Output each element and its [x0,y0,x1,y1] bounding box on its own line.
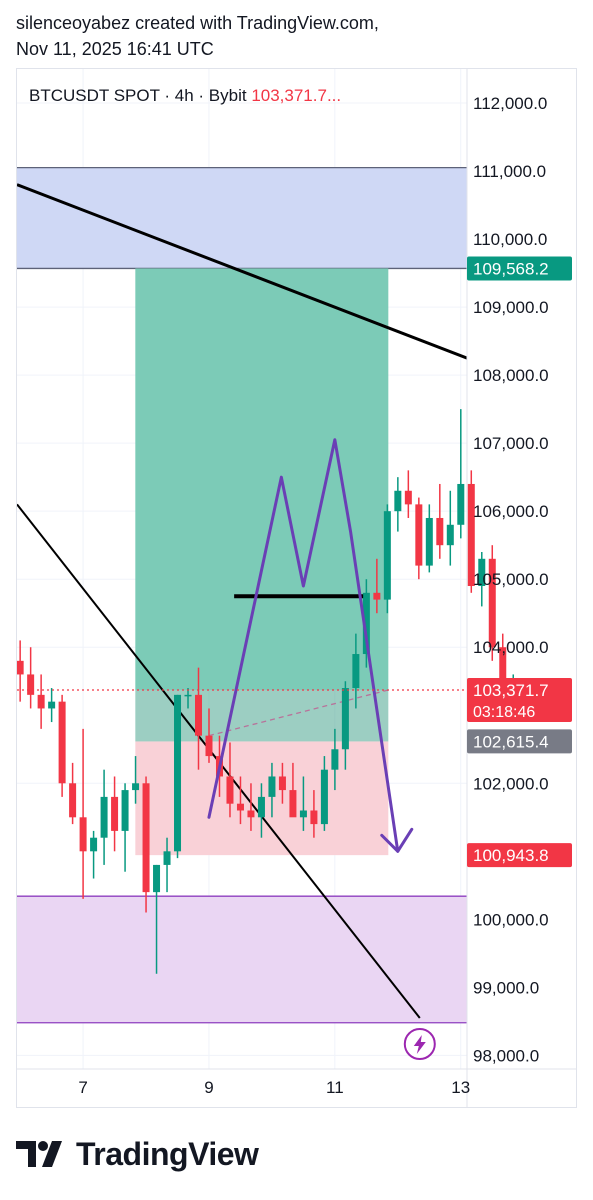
candle-body [153,864,161,893]
y-tick-label: 105,000.0 [473,570,549,589]
candle-body [394,490,402,512]
legend-text: BTCUSDT SPOT · 4h · Bybit 103,371.7... [29,86,341,105]
candle-body [132,783,140,791]
candle-body [142,783,150,893]
y-tick-label: 110,000.0 [473,230,547,249]
candle-body [383,511,391,600]
price-tag-label: 102,615.4 [473,732,549,751]
price-tag [467,677,572,722]
head-shoulders-pattern-path [207,438,400,853]
candle-body [299,810,307,818]
candle-body [352,654,360,689]
x-tick-label: 13 [451,1078,470,1097]
y-tick-label: 112,000.0 [473,94,547,113]
zone-supply [17,167,467,269]
candle-body [58,701,66,784]
candle-body [268,776,276,797]
candle-body [205,735,213,757]
pattern-arrowhead [380,827,414,853]
candle-body [121,790,129,831]
candle-body [174,694,182,852]
candle-body [100,796,108,838]
legend-price: 103,371.7... [251,86,341,105]
snapshot-timestamp: Nov 11, 2025 16:41 UTC [16,39,214,59]
y-tick-label: 104,000.0 [473,638,549,657]
candle-body [499,647,507,695]
candle-body [320,769,328,825]
price-chart[interactable]: 112,000.0 111,000.0 110,000.0 109,000.0 108,… [17,69,576,1107]
price-tag [467,729,572,754]
candle-body [404,490,412,505]
candle-body [446,524,454,546]
y-tick-label: 106,000.0 [473,502,549,521]
author-credit-line: silenceoyabez created with TradingView.c… [16,13,379,33]
candle-body [457,483,465,525]
y-tick-label: 99,000.0 [473,978,539,997]
candle-body [69,783,77,818]
candle-body [488,558,496,648]
candle-body [310,810,318,825]
price-tag-label: 109,568.2 [473,259,549,278]
candle-body [362,592,370,655]
candle-body [111,796,119,831]
candle-body [236,803,244,811]
candle-body [195,694,203,736]
y-tick-label: 109,000.0 [473,298,549,317]
y-tick-label: 111,000.0 [473,162,546,181]
y-tick-label: 108,000.0 [473,366,549,385]
entry-band [135,689,389,742]
candle-body [425,517,433,566]
candle-body [478,558,486,587]
candle-body [17,660,24,675]
x-tick-label: 9 [204,1078,213,1097]
candle-body [163,851,171,865]
y-tick-label: 100,000.0 [473,910,549,929]
zone-demand [17,896,467,1023]
y-tick-label: 102,000.0 [473,774,549,793]
x-tick-label: 7 [78,1078,87,1097]
tradingview-logo-icon [16,1141,62,1167]
zone-target [135,268,389,690]
legend-symbol: BTCUSDT SPOT · 4h · Bybit [29,86,251,105]
lightning-bolt-icon [413,1035,426,1054]
candle-body [184,694,192,697]
price-tag [467,843,572,868]
candle-body [278,776,286,791]
candle-body [341,688,349,750]
upper-trendline [17,183,467,360]
candle-body [331,749,339,770]
entry-projection-line [208,689,389,737]
price-tag-countdown: 03:18:46 [473,704,535,721]
candle-body [415,504,423,566]
author-credit: silenceoyabez created with TradingView.c… [16,10,379,62]
price-tag [467,256,572,281]
candle-body [257,796,265,818]
brand-name: TradingView [76,1135,259,1172]
brand-footer[interactable]: TradingView [16,1132,259,1176]
y-tick-label: 98,000.0 [473,1046,539,1065]
price-tag-label: 100,943.8 [473,846,549,865]
x-tick-label: 11 [326,1078,344,1097]
candle-body [48,701,56,709]
candle-body [436,517,444,546]
candle-body [37,694,45,709]
candle-body [373,592,381,600]
y-tick-label: 107,000.0 [473,434,549,453]
candle-body [27,674,35,695]
candle-body [226,776,234,804]
chart-frame[interactable]: 112,000.0 111,000.0 110,000.0 109,000.0 108,… [16,68,577,1108]
price-tag-label: 103,371.7 [473,681,549,700]
candle-body [247,810,255,818]
candle-body [79,817,87,852]
candle-body [467,483,475,587]
candle-body [90,837,98,852]
candle-body [289,790,297,818]
